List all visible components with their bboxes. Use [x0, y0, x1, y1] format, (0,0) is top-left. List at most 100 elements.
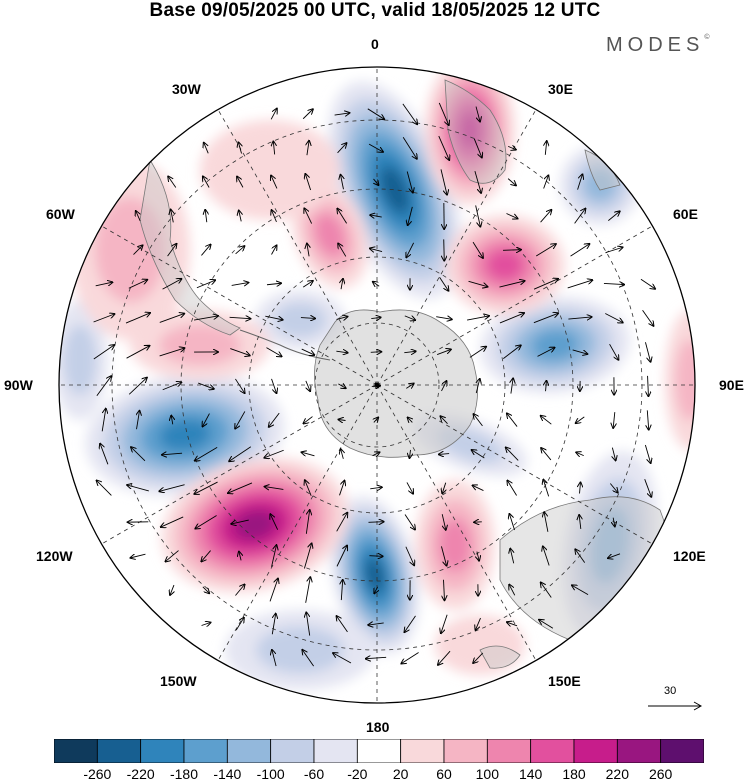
- wind-arrow: [230, 348, 249, 356]
- colorbar-tick-label: 260: [648, 766, 673, 782]
- lon-label-60e: 60E: [673, 206, 698, 222]
- wind-arrow: [402, 136, 417, 159]
- colorbar-swatch: [96, 739, 142, 763]
- colorbar-tick-label: -260: [83, 766, 112, 782]
- copyright-mark: ©: [704, 34, 710, 41]
- wind-arrow: [507, 481, 517, 496]
- wind-arrow: [136, 211, 141, 222]
- wind-arrow: [265, 487, 284, 490]
- wind-arrow: [127, 485, 149, 492]
- wind-arrow: [266, 283, 281, 285]
- wind-arrow: [235, 246, 245, 255]
- wind-arrow: [405, 546, 414, 565]
- wind-arrow: [171, 210, 174, 223]
- wind-arrow: [101, 409, 106, 432]
- wind-arrow: [613, 412, 615, 428]
- wind-arrow: [404, 615, 416, 632]
- wind-arrow: [273, 142, 274, 155]
- wind-arrow: [205, 210, 207, 223]
- wind-arrow: [93, 314, 115, 323]
- anomaly-contour: [63, 325, 97, 395]
- wind-arrow: [272, 210, 277, 223]
- wind-arrow: [341, 449, 344, 459]
- wind-arrow: [159, 484, 185, 492]
- wind-arrow: [640, 278, 655, 289]
- wind-arrow: [301, 348, 315, 355]
- wind-arrow: [95, 282, 113, 286]
- wind-arrow: [159, 348, 185, 357]
- wind-arrow: [473, 485, 484, 491]
- wind-arrow: [469, 347, 486, 358]
- wind-arrow: [603, 283, 624, 284]
- meridian-line: [101, 225, 378, 386]
- anomaly-contour: [380, 166, 410, 214]
- wind-arrow: [406, 242, 415, 257]
- wind-arrow: [467, 316, 489, 321]
- wind-arrow: [239, 211, 241, 222]
- wind-arrow: [543, 175, 549, 189]
- wind-arrow: [477, 551, 479, 561]
- wind-arrow: [237, 177, 244, 188]
- wind-arrow: [271, 245, 276, 255]
- wind-arrow: [100, 444, 109, 465]
- wind-arrow: [409, 449, 410, 458]
- wind-arrow: [402, 103, 417, 124]
- meridian-line: [101, 384, 378, 545]
- wind-arrow: [162, 279, 182, 290]
- wind-arrow: [195, 446, 218, 460]
- colorbar-swatch: [530, 739, 575, 763]
- wind-arrow: [506, 213, 517, 218]
- wind-arrow: [507, 178, 516, 186]
- reference-vector-arrow: [648, 701, 703, 711]
- colorbar-tick-label: -60: [303, 766, 325, 782]
- wind-arrow: [503, 345, 520, 359]
- wind-arrow: [472, 450, 485, 459]
- wind-arrow: [408, 206, 413, 225]
- wind-arrow: [503, 250, 521, 251]
- anomaly-contour: [159, 324, 241, 366]
- wind-arrow: [307, 244, 309, 257]
- wind-arrow: [645, 342, 650, 362]
- map-title: Base 09/05/2025 00 UTC, valid 18/05/2025…: [149, 0, 601, 21]
- wind-arrow: [303, 544, 311, 569]
- wind-arrow: [194, 481, 218, 494]
- wind-arrow: [370, 352, 382, 353]
- wind-arrow: [612, 447, 615, 461]
- wind-arrow: [572, 585, 589, 596]
- wind-arrow: [476, 379, 479, 394]
- wind-arrow: [472, 241, 483, 258]
- wind-arrow: [374, 586, 377, 593]
- wind-arrow: [543, 480, 550, 497]
- wind-arrow: [265, 315, 282, 320]
- wind-arrow: [507, 622, 518, 626]
- wind-arrow: [235, 584, 244, 596]
- wind-arrow: [605, 313, 622, 323]
- anomaly-field: [59, 67, 695, 703]
- wind-arrow: [93, 345, 114, 360]
- anomaly-contour: [438, 518, 472, 572]
- wind-arrow: [333, 653, 352, 664]
- wind-arrow: [368, 143, 383, 152]
- colorbar-swatch: [660, 739, 704, 763]
- meridian-line: [217, 109, 378, 386]
- wind-arrow: [201, 622, 211, 625]
- wind-arrow: [475, 205, 481, 226]
- wind-arrow: [508, 146, 516, 149]
- wind-arrow: [231, 283, 249, 286]
- wind-arrow: [570, 244, 590, 257]
- lon-label-150w: 150W: [160, 673, 197, 689]
- wind-arrow: [231, 519, 249, 524]
- wind-arrow: [438, 650, 451, 665]
- wind-arrow: [568, 317, 591, 319]
- wind-arrow: [572, 349, 588, 354]
- wind-arrow: [537, 348, 555, 357]
- wind-arrow: [235, 378, 244, 393]
- wind-arrow: [195, 515, 217, 529]
- wind-arrow: [271, 378, 277, 393]
- wind-arrow: [438, 135, 449, 160]
- wind-arrow: [302, 109, 313, 120]
- wind-arrow: [439, 454, 450, 455]
- wind-arrow: [305, 380, 310, 391]
- wind-arrow: [336, 317, 348, 320]
